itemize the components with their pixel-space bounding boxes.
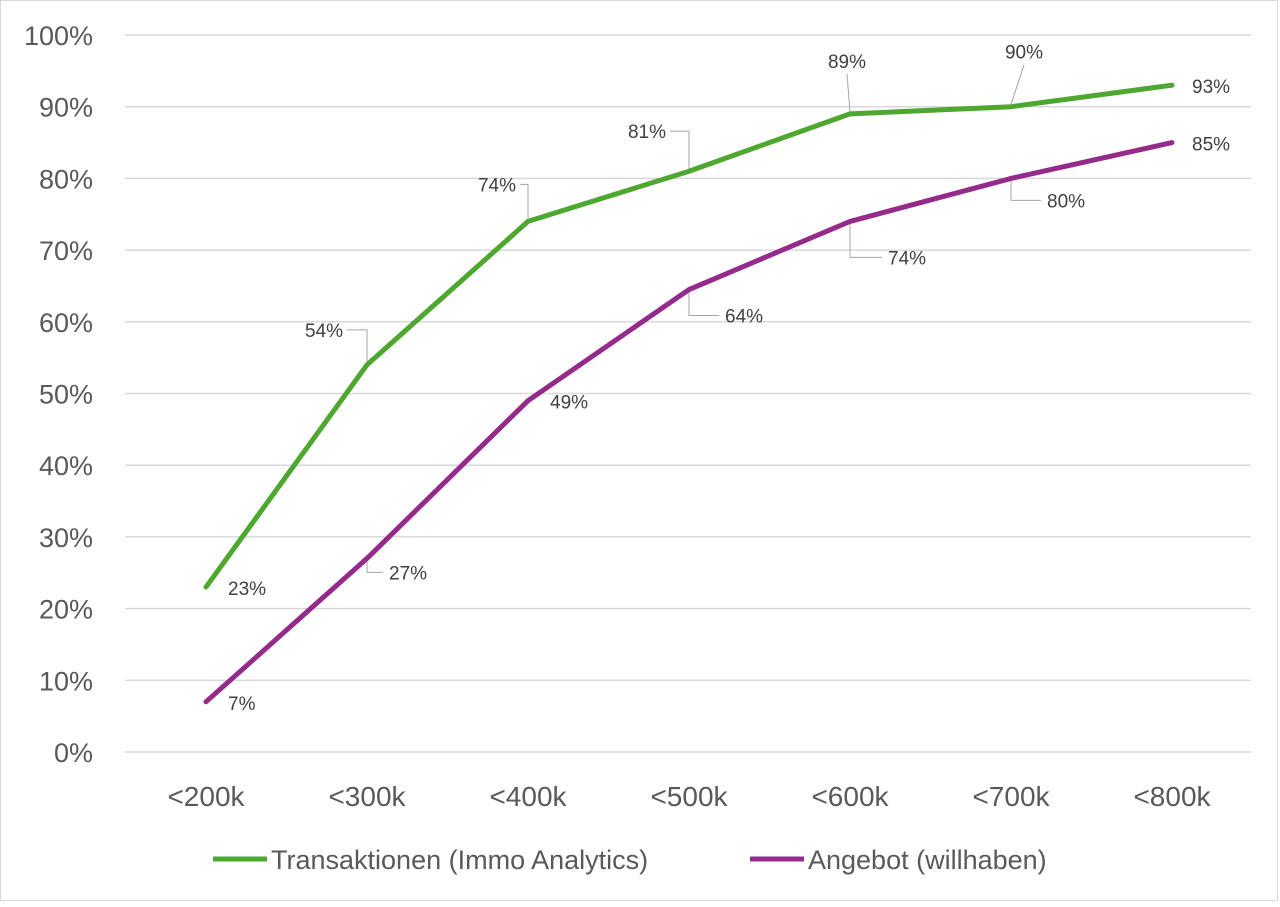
y-tick-label: 20% (39, 595, 93, 625)
y-tick-label: 40% (39, 451, 93, 481)
x-tick-label: <800k (1133, 781, 1211, 812)
data-label-series-0: 74% (478, 175, 516, 196)
legend-label-series-0: Transaktionen (Immo Analytics) (271, 845, 648, 875)
label-leader-line (347, 329, 368, 363)
y-tick-label: 90% (39, 93, 93, 123)
data-label-series-1: 27% (389, 563, 427, 584)
data-label-series-1: 49% (550, 393, 588, 414)
x-tick-label: <300k (328, 781, 406, 812)
label-leader-line (688, 287, 719, 317)
x-axis-ticks: <200k <300k <400k <500k <600k <700k <800k (167, 781, 1211, 812)
label-leader-line (1010, 176, 1041, 201)
y-tick-label: 80% (39, 164, 93, 194)
data-label-series-1: 7% (228, 694, 256, 715)
label-leader-lines (347, 64, 1041, 573)
legend: Transaktionen (Immo Analytics) Angebot (… (213, 845, 1047, 875)
data-label-series-1: 80% (1047, 191, 1085, 212)
x-tick-label: <700k (972, 781, 1050, 812)
y-tick-label: 10% (39, 666, 93, 696)
series-lines (203, 82, 1175, 705)
data-label-series-0: 90% (1005, 43, 1043, 64)
legend-label-series-1: Angebot (willhaben) (808, 845, 1047, 875)
y-tick-label: 50% (39, 380, 93, 410)
data-label-series-1: 85% (1192, 135, 1230, 156)
x-tick-label: <600k (811, 781, 889, 812)
data-label-series-0: 89% (828, 52, 866, 73)
data-label-series-0: 81% (628, 122, 666, 143)
data-label-series-1: 64% (725, 307, 763, 328)
x-tick-label: <200k (167, 781, 245, 812)
label-leader-line (846, 73, 851, 112)
label-leader-line (520, 183, 529, 220)
data-label-series-0: 23% (228, 579, 266, 600)
data-labels: 23% 54% 74% 81% 89% 90% 93% 7% 27% 49% 64% 74% 80% 85… (228, 43, 1230, 715)
series-line-0 (203, 82, 1175, 590)
y-tick-label: 60% (39, 308, 93, 338)
data-label-series-1: 74% (888, 248, 926, 269)
x-tick-label: <400k (489, 781, 567, 812)
y-tick-label: 70% (39, 236, 93, 266)
series-line-1 (203, 140, 1175, 705)
label-leader-line (849, 219, 882, 258)
y-tick-label: 100% (24, 21, 93, 51)
label-leader-line (670, 130, 690, 170)
data-label-series-0: 93% (1192, 77, 1230, 98)
y-tick-label: 0% (54, 738, 93, 768)
gridlines (125, 34, 1251, 753)
y-tick-label: 30% (39, 523, 93, 553)
data-label-series-0: 54% (305, 321, 343, 342)
y-axis-ticks: 0% 10% 20% 30% 40% 50% 60% 70% 80% 90% 100% (24, 21, 93, 768)
x-tick-label: <500k (650, 781, 728, 812)
label-leader-line (1010, 64, 1025, 105)
